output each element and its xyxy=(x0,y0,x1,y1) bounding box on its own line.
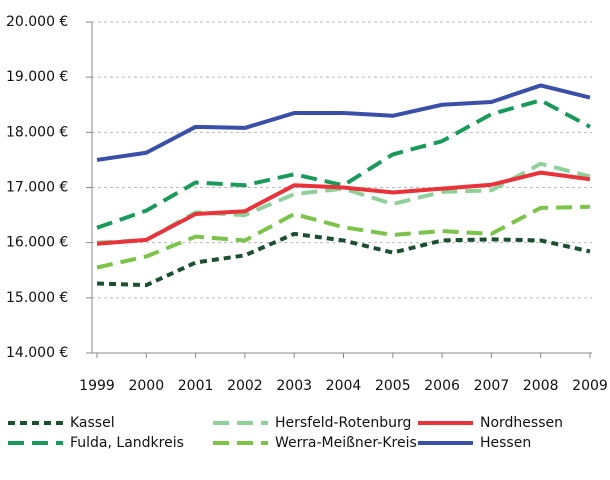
y-tick-label: 16.000 € xyxy=(6,235,68,251)
x-tick-label: 2006 xyxy=(424,378,460,394)
x-tick-label: 2003 xyxy=(276,378,312,394)
legend-label: Hessen xyxy=(480,435,531,451)
y-tick-label: 17.000 € xyxy=(6,180,68,196)
series-line xyxy=(96,231,591,288)
y-tick-label: 15.000 € xyxy=(6,290,68,306)
x-tick-label: 2004 xyxy=(326,378,362,394)
legend-label: Kassel xyxy=(70,415,115,431)
x-tick-label: 2001 xyxy=(178,378,214,394)
legend-label: Werra-Meißner-Kreis xyxy=(275,435,417,451)
x-tick-label: 1999 xyxy=(79,378,115,394)
series-line xyxy=(96,161,591,245)
series-line xyxy=(96,170,591,246)
y-tick-label: 14.000 € xyxy=(6,345,68,361)
x-tick-label: 2002 xyxy=(227,378,263,394)
legend-label: Hersfeld-Rotenburg xyxy=(275,415,411,431)
x-tick-label: 2000 xyxy=(128,378,164,394)
x-tick-label: 2009 xyxy=(572,378,608,394)
series-line xyxy=(96,83,591,162)
y-tick-label: 18.000 € xyxy=(6,124,68,140)
y-tick-label: 19.000 € xyxy=(6,69,68,85)
x-tick-label: 2007 xyxy=(474,378,510,394)
legend-label: Nordhessen xyxy=(480,415,563,431)
series-line xyxy=(96,98,591,230)
y-tick-label: 20.000 € xyxy=(6,14,68,30)
legend-label: Fulda, Landkreis xyxy=(70,435,184,451)
x-tick-label: 2005 xyxy=(375,378,411,394)
series-line xyxy=(96,204,591,270)
x-tick-label: 2008 xyxy=(523,378,559,394)
